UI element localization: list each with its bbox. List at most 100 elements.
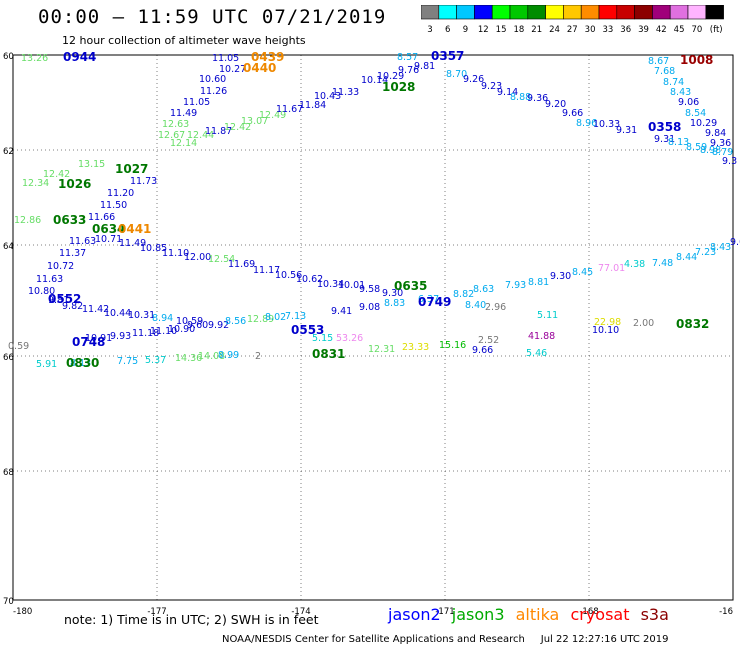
wave-height-label: 77.01 bbox=[598, 263, 625, 274]
wave-height-label: 12.63 bbox=[162, 119, 189, 130]
latitude-label: 66 bbox=[3, 353, 14, 363]
wave-height-label: 53.26 bbox=[336, 333, 363, 344]
wave-height-label: 5.46 bbox=[526, 348, 547, 359]
wave-height-label: 8.98 bbox=[700, 145, 721, 156]
pass-time-label: 1027 bbox=[115, 162, 148, 176]
map-title: 00:00 – 11:59 UTC 07/21/2019 bbox=[38, 6, 387, 28]
pass-time-label: 1028 bbox=[382, 80, 415, 94]
latitude-label: 62 bbox=[3, 147, 14, 157]
pass-time-label: 0358 bbox=[648, 120, 681, 134]
wave-height-label: 5.91 bbox=[36, 359, 57, 370]
wave-height-label: 11.17 bbox=[253, 265, 280, 276]
wave-height-label: 8.74 bbox=[663, 77, 684, 88]
wave-height-label: 0.59 bbox=[8, 341, 29, 352]
pass-time-label: 0748 bbox=[72, 335, 105, 349]
latitude-label: 64 bbox=[3, 242, 14, 252]
wave-height-label: 7.75 bbox=[117, 356, 138, 367]
wave-height-label: 11.42 bbox=[82, 304, 109, 315]
color-scale-legend: 3 6 9 12 15 18 21 24 27 30 33 36 39 42 45 70 (ft) bbox=[421, 5, 724, 35]
wave-height-label: 8.02 bbox=[265, 312, 286, 323]
scale-label: 36 bbox=[620, 25, 631, 35]
wave-height-label: 10.80 bbox=[28, 286, 55, 297]
wave-height-label: 12.86 bbox=[14, 215, 41, 226]
wave-height-label: 8.43 bbox=[710, 242, 731, 253]
pass-time-label: 0553 bbox=[291, 323, 324, 337]
wave-height-label: 10.71 bbox=[95, 234, 122, 245]
wave-height-label: 9.30 bbox=[550, 271, 571, 282]
footnote: note: 1) Time is in UTC; 2) SWH is in fe… bbox=[64, 612, 319, 627]
wave-height-label: 5.15 bbox=[312, 333, 333, 344]
wave-height-label: 9.41 bbox=[331, 306, 352, 317]
wave-height-label: 10.14 bbox=[361, 75, 388, 86]
pass-time-label: 0441 bbox=[118, 222, 151, 236]
longitude-label: -174 bbox=[291, 607, 310, 617]
wave-height-label: 9.14 bbox=[497, 87, 518, 98]
wave-height-label: 7.68 bbox=[654, 66, 675, 77]
wave-height-label: 12.42 bbox=[224, 122, 251, 133]
wave-height-label: 8.44 bbox=[676, 252, 697, 263]
wave-height-label: 11.20 bbox=[107, 188, 134, 199]
wave-height-label: 22.98 bbox=[594, 317, 621, 328]
latitude-label: 70 bbox=[3, 597, 14, 607]
scale-label: 30 bbox=[585, 25, 596, 35]
wave-height-label: 8.67 bbox=[648, 56, 669, 67]
scale-label: 27 bbox=[567, 25, 578, 35]
wave-height-label: 12.34 bbox=[22, 178, 49, 189]
wave-height-label: 8.96 bbox=[576, 118, 597, 129]
wave-height-label: 12.67 bbox=[158, 130, 185, 141]
wave-height-label: 8.40 bbox=[465, 300, 486, 311]
wave-height-label: 10.01 bbox=[338, 280, 365, 291]
wave-height-label: 11.10 bbox=[150, 326, 177, 337]
wave-height-label: 8.13 bbox=[70, 358, 91, 369]
wave-height-label: 15.16 bbox=[439, 340, 466, 351]
legend-altika: altika bbox=[515, 605, 560, 624]
wave-height-label: 9.82 bbox=[62, 301, 83, 312]
wave-height-label: 10.90 bbox=[168, 324, 195, 335]
wave-height-label: 11.05 bbox=[212, 53, 239, 64]
wave-height-label: 11.84 bbox=[299, 100, 326, 111]
wave-height-label: 12.44 bbox=[187, 130, 214, 141]
wave-height-label: 2 bbox=[255, 351, 261, 362]
wave-height-label: 12.42 bbox=[43, 169, 70, 180]
wave-height-label: 9.66 bbox=[562, 108, 583, 119]
wave-height-label: 8.59 bbox=[686, 142, 707, 153]
wave-height-label: 12.49 bbox=[259, 110, 286, 121]
legend-cryosat: cryosat bbox=[570, 605, 630, 624]
wave-height-label: 9.81 bbox=[414, 61, 435, 72]
scale-label: 42 bbox=[656, 25, 667, 35]
wave-height-label: 13.15 bbox=[78, 159, 105, 170]
wave-height-label: 11.33 bbox=[332, 87, 359, 98]
wave-height-label: 8.88 bbox=[510, 92, 531, 103]
wave-height-label: 10.31 bbox=[128, 310, 155, 321]
wave-height-label: 9.36 bbox=[710, 138, 731, 149]
wave-height-label: 7.23 bbox=[695, 247, 716, 258]
wave-height-label: 8.57 bbox=[397, 52, 418, 63]
wave-height-label: 8.83 bbox=[384, 298, 405, 309]
wave-height-label: 8.94 bbox=[152, 313, 173, 324]
wave-height-label: 9.81 bbox=[48, 295, 69, 306]
wave-height-label: 10.85 bbox=[140, 243, 167, 254]
wave-height-label: 10.44 bbox=[104, 308, 131, 319]
pass-time-label: 0439 bbox=[251, 50, 284, 64]
scale-label: 12 bbox=[478, 25, 489, 35]
wave-height-label: 8.13 bbox=[668, 137, 689, 148]
wave-height-label: 8.82 bbox=[453, 289, 474, 300]
wave-height-label: 11.10 bbox=[162, 248, 189, 259]
wave-height-label: 4.38 bbox=[624, 259, 645, 270]
wave-height-label: 8.63 bbox=[473, 284, 494, 295]
pass-time-label: 0944 bbox=[63, 50, 96, 64]
wave-height-label: 8.45 bbox=[572, 267, 593, 278]
wave-height-label: 11.67 bbox=[276, 104, 303, 115]
wave-height-label: 11.49 bbox=[119, 238, 146, 249]
legend-jason2: jason2 bbox=[388, 605, 441, 624]
wave-height-label: 11.69 bbox=[228, 259, 255, 270]
satellite-legend: jason2 jason3 altika cryosat s3a bbox=[388, 605, 675, 624]
scale-label: 3 bbox=[427, 25, 432, 35]
legend-jason3: jason3 bbox=[451, 605, 505, 624]
scale-label: 6 bbox=[445, 25, 450, 35]
wave-height-label: 5.11 bbox=[537, 310, 558, 321]
wave-height-label: 7.93 bbox=[505, 280, 526, 291]
pass-time-label: 0832 bbox=[676, 317, 709, 331]
wave-height-label: 9.23 bbox=[481, 81, 502, 92]
scale-unit: (ft) bbox=[710, 25, 723, 35]
